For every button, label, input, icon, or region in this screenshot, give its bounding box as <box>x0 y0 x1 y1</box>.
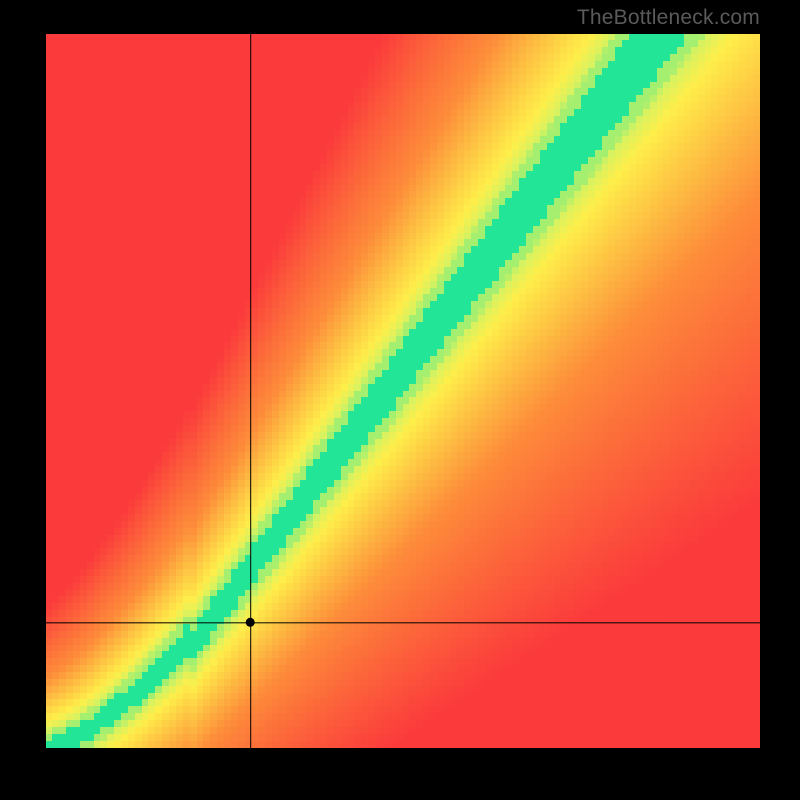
heatmap-plot-area <box>46 34 760 748</box>
chart-container: TheBottleneck.com <box>0 0 800 800</box>
heatmap-canvas <box>46 34 760 748</box>
watermark-text: TheBottleneck.com <box>577 6 760 30</box>
